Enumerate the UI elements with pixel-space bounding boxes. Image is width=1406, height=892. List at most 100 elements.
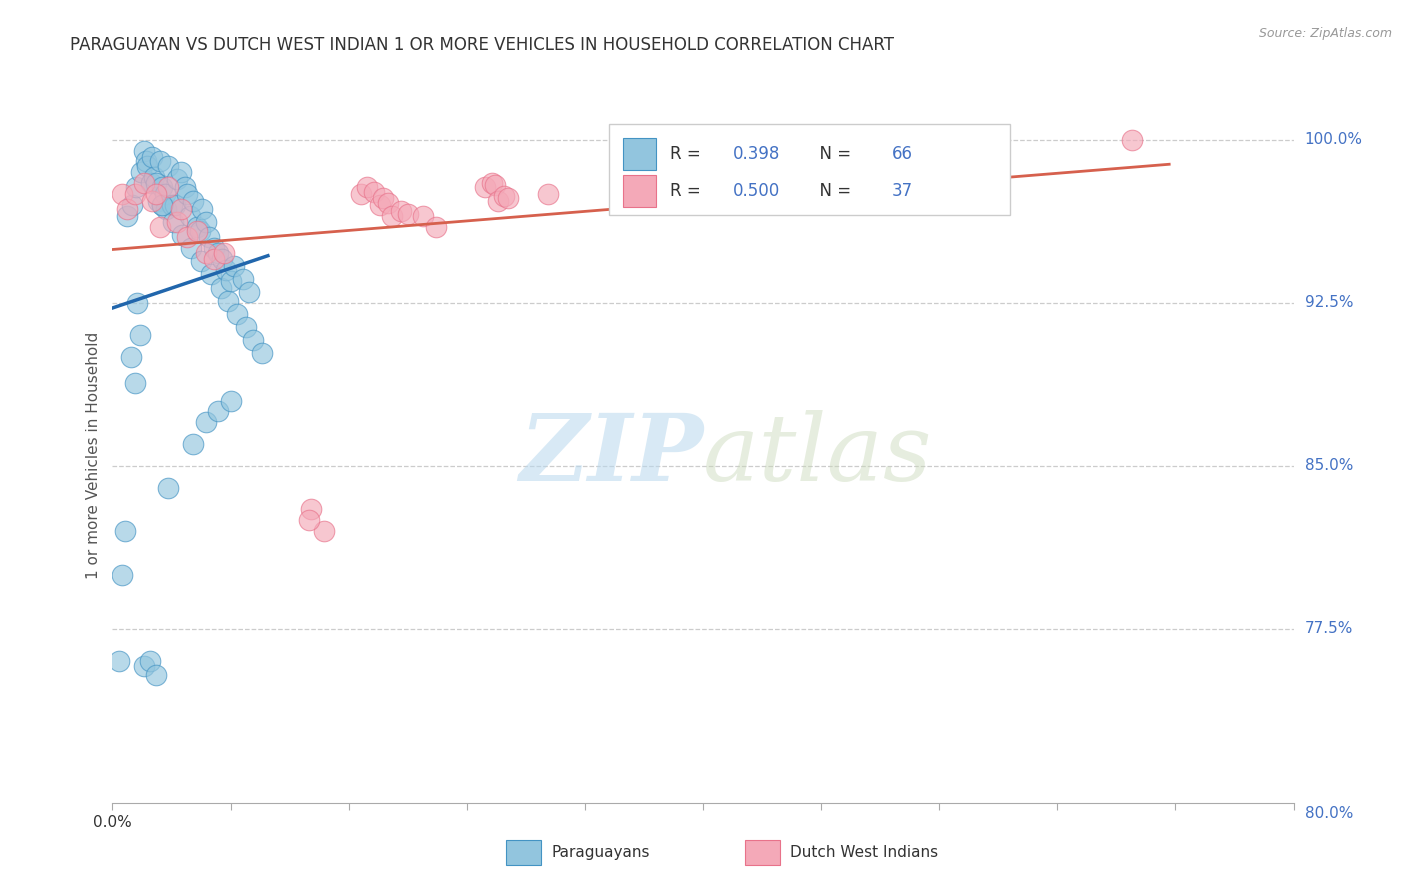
Point [176,230,198,244]
Point [190,254,212,268]
Text: 85.0%: 85.0% [1305,458,1353,474]
Point [145,176,167,190]
Point [148,194,170,208]
Point [224,259,246,273]
Point [132,144,155,158]
Point [238,285,260,299]
Point [162,215,184,229]
Point [312,524,335,538]
Text: 100.0%: 100.0% [1305,132,1362,147]
Point [486,194,509,208]
Point [198,230,221,244]
FancyBboxPatch shape [623,137,655,169]
Point [180,241,202,255]
Point [141,194,163,208]
Point [172,228,194,243]
Text: R =: R = [669,182,706,200]
Point [219,393,242,408]
Point [536,186,558,201]
Point [242,333,264,347]
Point [150,198,173,212]
Point [186,219,208,234]
Point [142,169,165,184]
Point [117,202,139,217]
Point [157,481,180,495]
Point [356,180,378,194]
Point [214,263,236,277]
Point [194,215,217,229]
Text: PARAGUAYAN VS DUTCH WEST INDIAN 1 OR MORE VEHICLES IN HOUSEHOLD CORRELATION CHAR: PARAGUAYAN VS DUTCH WEST INDIAN 1 OR MOR… [70,36,894,54]
Text: Source: ZipAtlas.com: Source: ZipAtlas.com [1258,27,1392,40]
Point [132,658,155,673]
Point [176,186,198,201]
Point [250,345,273,359]
Point [149,219,172,234]
Text: 66: 66 [891,145,912,162]
Point [204,241,226,255]
Point [181,194,204,208]
Text: N =: N = [810,145,856,162]
Point [194,245,217,260]
Point [128,328,150,343]
Point [209,280,232,294]
Point [484,178,506,193]
Point [124,186,146,201]
Point [188,224,211,238]
Point [166,215,188,229]
Point [145,186,167,201]
Point [191,202,214,217]
FancyBboxPatch shape [609,124,1010,215]
Point [299,502,322,516]
Point [350,186,373,201]
Point [412,209,434,223]
Point [111,186,134,201]
Point [157,159,180,173]
Point [389,204,412,219]
Text: 37: 37 [891,182,912,200]
Point [155,202,177,217]
Point [214,245,236,260]
Text: 0.398: 0.398 [733,145,780,162]
Point [298,513,321,527]
Point [141,150,163,164]
Point [425,219,447,234]
Text: Dutch West Indians: Dutch West Indians [790,846,938,860]
Text: 77.5%: 77.5% [1305,622,1353,636]
Text: Paraguayans: Paraguayans [551,846,650,860]
Text: N =: N = [810,182,856,200]
Point [496,191,519,205]
Point [232,272,254,286]
FancyBboxPatch shape [623,175,655,207]
Point [139,176,162,190]
Point [170,202,193,217]
Point [117,209,139,223]
Point [377,195,399,210]
Point [368,198,391,212]
Text: atlas: atlas [703,410,932,500]
Point [121,198,143,212]
Point [179,209,201,223]
Point [235,319,257,334]
Point [207,404,229,418]
Text: ZIP: ZIP [519,410,703,500]
Point [124,376,146,391]
Y-axis label: 1 or more Vehicles in Household: 1 or more Vehicles in Household [86,331,101,579]
Point [194,415,217,429]
Point [139,655,162,669]
Point [207,245,229,260]
Point [225,307,247,321]
Point [219,274,242,288]
Point [396,206,419,220]
Point [160,198,183,212]
Point [111,567,134,582]
Point [127,295,149,310]
Point [1121,133,1143,147]
Point [132,176,155,190]
Point [107,655,129,669]
Point [186,224,208,238]
Point [166,171,188,186]
Point [494,189,516,203]
Point [120,350,142,364]
Text: 0.500: 0.500 [733,182,780,200]
Point [136,159,159,173]
